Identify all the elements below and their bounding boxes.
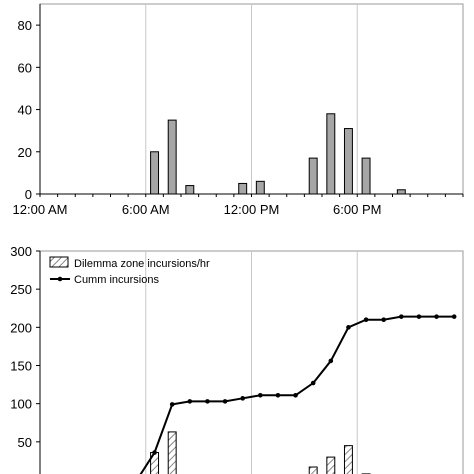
top-y-tick-label: 0 <box>25 187 32 202</box>
top-bar <box>343 128 353 195</box>
cumulative-point <box>399 314 404 319</box>
top-x-tick-label: 12:00 PM <box>224 202 280 217</box>
top-bar <box>255 180 265 195</box>
legend-label-line: Cumm incursions <box>74 274 159 286</box>
legend-swatch-bars <box>49 256 69 268</box>
top-bar <box>238 182 248 195</box>
cumulative-point <box>346 325 351 330</box>
bottom-y-tick-label: 300 <box>10 244 32 259</box>
cumulative-point <box>363 317 369 323</box>
top-x-tick-label: 6:00 AM <box>122 202 170 217</box>
top-y-tick-label: 60 <box>18 60 32 75</box>
bottom-bar <box>308 466 318 474</box>
top-bar <box>150 151 160 195</box>
top-x-tick-label: 6:00 PM <box>333 202 381 217</box>
top-bar <box>396 189 406 195</box>
cumulative-point <box>416 314 422 319</box>
legend-swatch-marker <box>57 276 63 282</box>
cumulative-point <box>293 392 298 398</box>
top-y-tick-label: 20 <box>18 145 32 160</box>
legend: Dilemma zone incursions/hr Cumm incursion… <box>49 256 210 286</box>
bottom-y-tick-label: 200 <box>10 320 32 335</box>
cumulative-point <box>169 402 175 407</box>
cumulative-point <box>310 380 316 386</box>
cumulative-point <box>381 317 386 323</box>
bottom-y-tick-label: 100 <box>10 397 32 412</box>
top-bar <box>326 113 336 195</box>
top-bar <box>185 185 195 195</box>
bottom-bar <box>167 431 177 474</box>
cumulative-point <box>328 358 334 364</box>
cumulative-point <box>152 450 157 455</box>
cumulative-point <box>222 399 228 404</box>
cumulative-point <box>258 392 263 398</box>
top-bar <box>308 157 318 195</box>
cumulative-point <box>187 399 193 404</box>
legend-label-bars: Dilemma zone incursions/hr <box>74 258 210 270</box>
top-bar <box>361 157 371 195</box>
top-bar <box>167 119 177 195</box>
hourly-incursions-chart: 0 20 40 60 80 12:00 AM 6:00 AM 12:00 PM 6:00 PM <box>13 3 464 217</box>
cumulative-point <box>240 396 245 401</box>
cumulative-point <box>451 314 457 319</box>
top-x-tick-label: 12:00 AM <box>13 202 68 217</box>
bottom-bar <box>326 456 336 474</box>
bottom-y-tick-label: 50 <box>18 435 32 450</box>
top-y-tick-label: 40 <box>18 103 32 118</box>
cumulative-point <box>434 314 439 319</box>
bottom-y-tick-label: 250 <box>10 282 32 297</box>
cumulative-point <box>205 399 210 404</box>
bottom-y-tick-label: 150 <box>10 359 32 374</box>
cumulative-point <box>275 392 281 398</box>
bottom-bar <box>343 445 353 474</box>
cumulative-incursions-chart: 50 100 150 200 250 300 Dilemma zone incursions… <box>10 244 464 474</box>
top-y-tick-label: 80 <box>18 18 32 33</box>
